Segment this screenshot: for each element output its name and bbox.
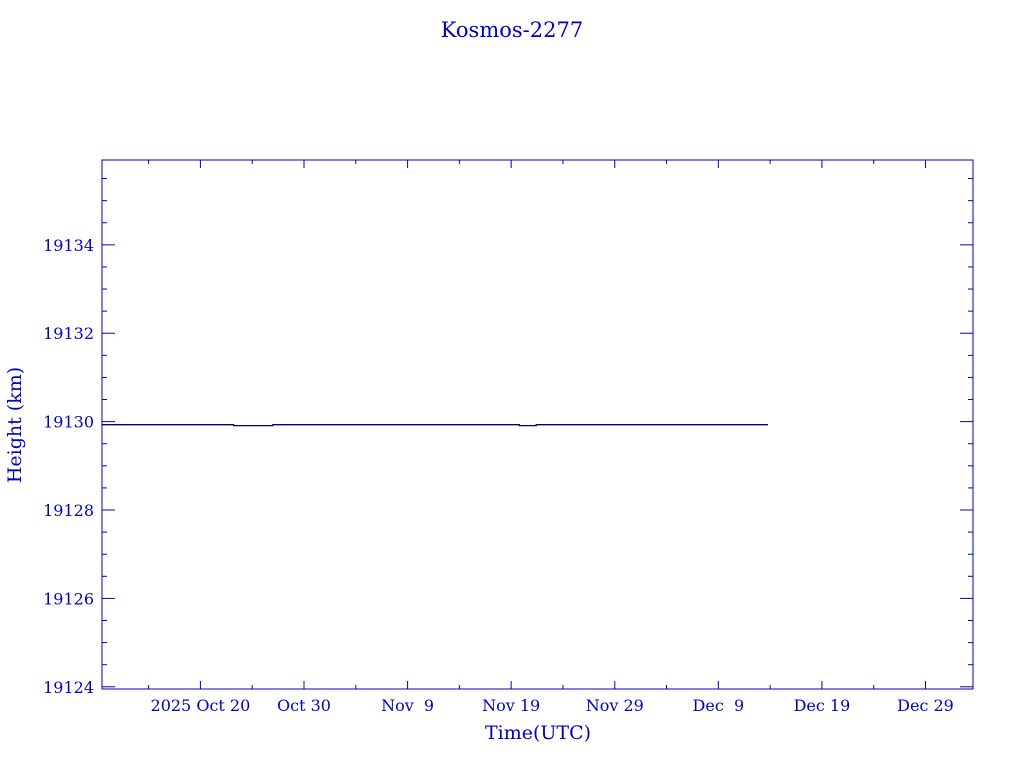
y-tick-label: 19128 [43,501,94,520]
x-tick-label: 2025 Oct 20 [151,696,251,715]
y-axis-label: Height (km) [4,367,26,483]
x-axis-label: Time(UTC) [485,722,591,744]
x-tick-label: Nov 19 [482,696,540,715]
y-tick-label: 19124 [43,678,94,697]
y-tick-label: 19130 [43,413,94,432]
y-tick-label: 19134 [43,236,94,255]
x-tick-label: Dec 9 [693,696,745,715]
axis-ticks [102,160,973,689]
y-tick-label: 19132 [43,324,94,343]
series-line [102,424,768,427]
series-group [102,424,768,427]
chart-title: Kosmos-2277 [441,18,583,42]
x-tick-label: Dec 19 [794,696,851,715]
x-tick-label: Dec 29 [897,696,954,715]
x-tick-label: Nov 29 [586,696,644,715]
tick-labels: 2025 Oct 20 Oct 30 Nov 9 Nov 19 Nov 29 Dec 9 D… [43,236,954,715]
x-tick-label: Nov 9 [381,696,434,715]
y-tick-label: 19126 [43,589,94,608]
x-tick-label: Oct 30 [277,696,331,715]
